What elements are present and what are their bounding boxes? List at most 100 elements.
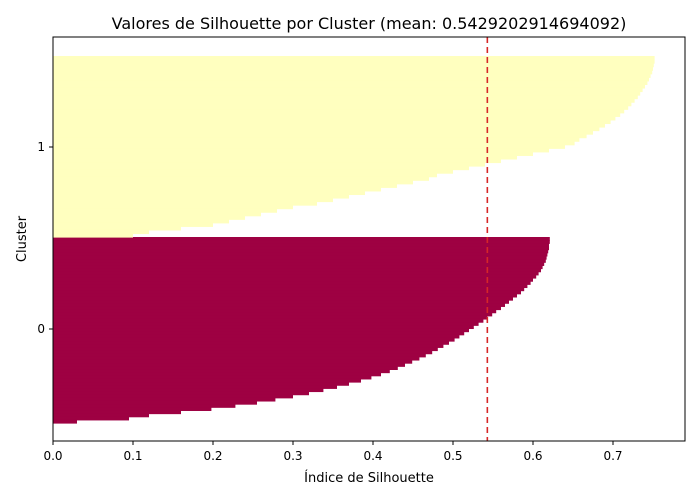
- silhouette-bar-cluster-1: [53, 215, 245, 220]
- silhouette-bar-cluster-1: [53, 148, 549, 153]
- silhouette-bar-cluster-1: [53, 98, 635, 103]
- silhouette-bar-cluster-0: [53, 243, 549, 248]
- silhouette-bar-cluster-1: [53, 77, 649, 82]
- silhouette-bar-cluster-1: [53, 233, 133, 238]
- y-axis: 01: [37, 140, 53, 336]
- silhouette-bar-cluster-0: [53, 394, 293, 399]
- silhouette-bar-cluster-1: [53, 166, 469, 171]
- silhouette-bar-cluster-1: [53, 158, 501, 164]
- silhouette-bar-cluster-0: [53, 416, 129, 421]
- silhouette-bar-cluster-1: [53, 141, 575, 146]
- silhouette-bar-cluster-0: [53, 271, 539, 276]
- silhouette-bar-cluster-1: [53, 180, 413, 185]
- silhouette-bar-cluster-1: [53, 151, 533, 156]
- silhouette-bar-cluster-0: [53, 344, 444, 348]
- silhouette-bar-cluster-0: [53, 296, 513, 301]
- silhouette-bars: [53, 56, 655, 424]
- silhouette-bar-cluster-0: [53, 312, 493, 317]
- silhouette-bar-cluster-0: [53, 277, 533, 282]
- silhouette-bar-cluster-1: [53, 173, 437, 178]
- silhouette-bar-cluster-1: [53, 105, 629, 110]
- y-tick-label: 0: [37, 322, 45, 336]
- silhouette-bar-cluster-1: [53, 134, 587, 139]
- silhouette-bar-cluster-0: [53, 410, 181, 415]
- silhouette-bar-cluster-0: [53, 337, 455, 342]
- silhouette-bar-cluster-0: [53, 350, 433, 355]
- silhouette-bar-cluster-0: [53, 281, 531, 285]
- silhouette-bar-cluster-1: [53, 208, 277, 213]
- x-tick-label: 0.0: [43, 449, 62, 463]
- silhouette-bar-cluster-1: [53, 187, 381, 192]
- y-axis-label: Cluster: [15, 215, 30, 262]
- silhouette-bar-cluster-1: [53, 126, 600, 132]
- silhouette-bar-cluster-0: [53, 378, 361, 383]
- silhouette-bar-cluster-0: [53, 391, 309, 396]
- silhouette-bar-cluster-1: [53, 84, 645, 89]
- silhouette-bar-cluster-0: [53, 369, 390, 374]
- x-tick-label: 0.3: [283, 449, 302, 463]
- silhouette-bar-cluster-1: [53, 155, 517, 160]
- x-tick-label: 0.1: [123, 449, 142, 463]
- silhouette-bar-cluster-0: [53, 303, 505, 307]
- silhouette-bar-cluster-0: [53, 306, 501, 311]
- silhouette-bar-cluster-1: [53, 183, 397, 188]
- silhouette-bar-cluster-0: [53, 366, 398, 370]
- silhouette-bar-cluster-1: [53, 102, 632, 107]
- silhouette-bar-cluster-1: [53, 219, 229, 224]
- silhouette-bar-cluster-1: [53, 56, 655, 61]
- silhouette-bar-cluster-1: [53, 70, 653, 75]
- silhouette-bar-cluster-1: [53, 91, 641, 96]
- silhouette-bar-cluster-0: [53, 407, 212, 411]
- x-tick-label: 0.2: [203, 449, 222, 463]
- silhouette-bar-cluster-0: [53, 240, 550, 244]
- silhouette-bar-cluster-1: [53, 137, 580, 142]
- silhouette-bar-cluster-0: [53, 262, 545, 266]
- silhouette-bar-cluster-1: [53, 87, 643, 93]
- silhouette-bar-cluster-0: [53, 375, 372, 380]
- silhouette-bar-cluster-1: [53, 222, 213, 227]
- silhouette-bar-cluster-0: [53, 252, 548, 257]
- silhouette-bar-cluster-1: [53, 116, 616, 121]
- silhouette-bar-cluster-1: [53, 119, 611, 125]
- silhouette-bar-cluster-0: [53, 265, 543, 270]
- silhouette-bar-cluster-0: [53, 274, 537, 279]
- silhouette-bar-cluster-0: [53, 385, 337, 389]
- silhouette-bar-cluster-0: [53, 331, 465, 336]
- silhouette-bar-cluster-0: [53, 413, 149, 418]
- x-tick-label: 0.5: [443, 449, 462, 463]
- silhouette-bar-cluster-1: [53, 109, 625, 114]
- silhouette-bar-cluster-0: [53, 249, 549, 254]
- silhouette-bar-cluster-1: [53, 176, 429, 181]
- silhouette-bar-cluster-0: [53, 259, 546, 263]
- silhouette-bar-cluster-0: [53, 290, 521, 295]
- silhouette-bar-cluster-1: [53, 212, 261, 217]
- silhouette-bar-cluster-0: [53, 322, 479, 326]
- x-tick-label: 0.6: [523, 449, 542, 463]
- silhouette-bar-cluster-0: [53, 363, 405, 367]
- silhouette-bar-cluster-0: [53, 404, 236, 408]
- silhouette-bar-cluster-1: [53, 112, 621, 117]
- silhouette-bar-cluster-0: [53, 347, 438, 352]
- silhouette-bar-cluster-1: [53, 226, 181, 231]
- silhouette-bar-cluster-1: [53, 80, 648, 85]
- silhouette-bar-cluster-1: [53, 169, 453, 174]
- silhouette-bar-cluster-0: [53, 341, 449, 345]
- silhouette-bar-cluster-1: [53, 66, 653, 71]
- silhouette-bar-cluster-0: [53, 388, 324, 393]
- silhouette-bar-cluster-1: [53, 201, 317, 206]
- silhouette-bar-cluster-0: [53, 419, 77, 424]
- silhouette-bar-cluster-0: [53, 287, 525, 292]
- silhouette-bar-cluster-0: [53, 397, 276, 402]
- x-tick-label: 0.7: [603, 449, 622, 463]
- silhouette-bar-cluster-0: [53, 293, 517, 298]
- silhouette-bar-cluster-1: [53, 194, 349, 199]
- silhouette-bar-cluster-1: [53, 130, 593, 135]
- x-axis-label: Índice de Silhouette: [304, 470, 434, 486]
- silhouette-bar-cluster-1: [53, 229, 149, 235]
- silhouette-bar-cluster-1: [53, 144, 565, 149]
- silhouette-bar-cluster-0: [53, 372, 381, 377]
- silhouette-bar-cluster-1: [53, 205, 293, 210]
- silhouette-bar-cluster-0: [53, 284, 528, 289]
- silhouette-bar-cluster-1: [53, 123, 605, 128]
